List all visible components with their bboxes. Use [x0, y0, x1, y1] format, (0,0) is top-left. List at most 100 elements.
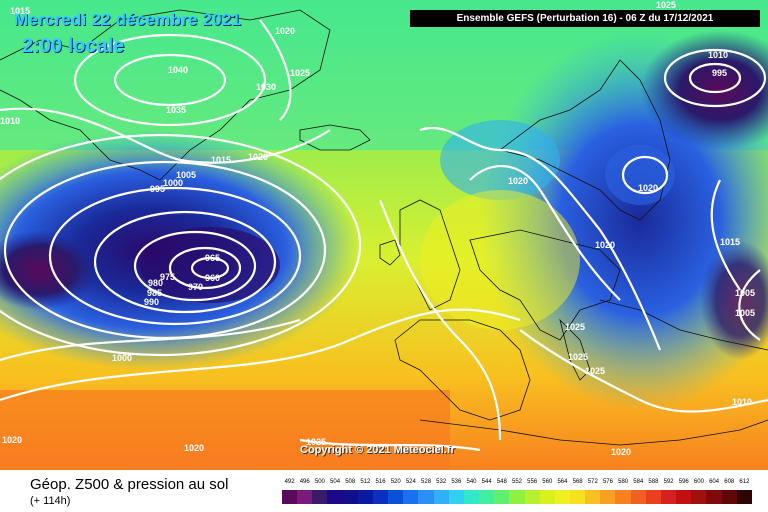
- isobar-label: 1025: [565, 322, 585, 332]
- color-scale-label: 528: [421, 479, 432, 485]
- color-scale-swatch: [418, 490, 434, 504]
- isobar-label: 1000: [163, 178, 183, 188]
- isobar-label: 1025: [585, 366, 605, 376]
- isobar-label: 980: [148, 278, 163, 288]
- color-scale-swatch: [388, 490, 404, 504]
- color-scale-swatch: [448, 490, 464, 504]
- isobar-label: 1010: [732, 397, 752, 407]
- color-scale-label: 496: [299, 479, 310, 485]
- color-scale-swatch: [524, 490, 540, 504]
- west-low-field: [0, 230, 100, 310]
- isobar-label: 1005: [176, 170, 196, 180]
- color-scale-label: 600: [693, 479, 704, 485]
- color-scale-label: 504: [330, 479, 341, 485]
- color-scale-label: 520: [390, 479, 401, 485]
- isobar-label: 1020: [2, 435, 22, 445]
- isobar-label: 1020: [611, 447, 631, 457]
- color-scale-swatch: [569, 490, 586, 504]
- color-scale-swatch: [585, 490, 601, 504]
- color-scale-label: 584: [633, 479, 644, 485]
- legend-title: Géop. Z500 & pression au sol: [30, 476, 229, 493]
- color-scale-swatch: [630, 490, 646, 504]
- color-scale-label: 536: [451, 479, 462, 485]
- color-scale-swatch: [342, 490, 358, 504]
- color-scale-swatch: [706, 490, 722, 504]
- color-scale-label: 532: [436, 479, 447, 485]
- isobar-label: 1010: [0, 116, 20, 126]
- color-scale-label: 580: [618, 479, 629, 485]
- isobar-label: 1015: [211, 155, 231, 165]
- isobar-label: 1015: [10, 6, 30, 16]
- color-scale-swatch: [327, 490, 343, 504]
- color-scale-label: 612: [739, 479, 750, 485]
- legend-panel: Géop. Z500 & pression au sol (+ 114h) 49…: [0, 470, 768, 512]
- color-scale-swatch: [357, 490, 373, 504]
- color-scale-label: 564: [557, 479, 568, 485]
- isobar-label: 1025: [306, 437, 326, 447]
- isobar-label: 965: [205, 253, 220, 263]
- color-scale-swatch: [660, 490, 677, 504]
- color-scale-swatch: [539, 490, 555, 504]
- isobar-label: 1035: [166, 105, 186, 115]
- isobar-label: 1020: [508, 176, 528, 186]
- color-scale-label: 548: [496, 479, 507, 485]
- isobar-label: 1025: [290, 68, 310, 78]
- color-scale-swatch: [312, 490, 328, 504]
- color-scale-swatch: [433, 490, 449, 504]
- isobar-label: 1020: [248, 152, 268, 162]
- color-scale-label: 568: [572, 479, 583, 485]
- color-scale-swatch: [463, 490, 480, 504]
- color-scale-swatch: [691, 490, 707, 504]
- copyright-text: Copyright © 2021 Meteociel.fr: [300, 444, 455, 456]
- isobar-labels: 1015 1010 1040 1035 1020 1025 1030 1005 …: [0, 0, 755, 457]
- isobar-label: 1030: [256, 82, 276, 92]
- color-scale-swatch: [479, 490, 495, 504]
- color-scale-swatch: [736, 490, 752, 504]
- color-scale-label: 572: [587, 479, 598, 485]
- color-scale-label: 576: [602, 479, 613, 485]
- isobar-label: 1015: [720, 237, 740, 247]
- map-date: Mercredi 22 décembre 2021: [14, 10, 242, 29]
- color-scale-label: 516: [375, 479, 386, 485]
- color-scale-bar: [282, 490, 752, 504]
- legend-subtitle: (+ 114h): [30, 495, 71, 507]
- color-scale-label: 592: [663, 479, 674, 485]
- isobar-label: 1010: [708, 50, 728, 60]
- color-scale-label: 560: [542, 479, 553, 485]
- isobar-label: 990: [144, 297, 159, 307]
- isobar-label: 960: [205, 273, 220, 283]
- isobar-label: 1020: [638, 183, 658, 193]
- color-scale-label: 512: [360, 479, 371, 485]
- isobar-lines: [0, 19, 768, 452]
- map-canvas: 1015 1010 1040 1035 1020 1025 1030 1005 …: [0, 0, 768, 470]
- color-scale-label: 500: [314, 479, 325, 485]
- color-scale-label: 556: [527, 479, 538, 485]
- color-scale-label: 588: [648, 479, 659, 485]
- isobar-label: 1020: [595, 240, 615, 250]
- isobar-label: 1040: [168, 65, 188, 75]
- isobar-label: 1025: [568, 352, 588, 362]
- isobar-label: 975: [160, 272, 175, 282]
- color-scale-labels: 492 496 500 504 508 512 516 520 524 528 532 536 540 5…: [282, 479, 752, 489]
- color-scale-swatch: [372, 490, 389, 504]
- color-scale-label: 524: [405, 479, 416, 485]
- color-scale-swatch: [403, 490, 419, 504]
- isobar-label: 1020: [275, 26, 295, 36]
- map-local-time: 2:00 locale: [22, 35, 125, 57]
- isobar-label: 1000: [112, 353, 132, 363]
- color-scale-swatch: [494, 490, 510, 504]
- isobar-label: 1020: [184, 443, 204, 453]
- isobar-label: 1005: [735, 288, 755, 298]
- color-scale-swatch: [676, 490, 692, 504]
- coastlines: [0, 9, 768, 446]
- color-scale-swatch: [600, 490, 616, 504]
- isobar-label: 995: [712, 68, 727, 78]
- color-scale-label: 540: [466, 479, 477, 485]
- color-scale-label: 608: [724, 479, 735, 485]
- color-scale-swatch: [645, 490, 661, 504]
- isobar-label: 1025: [656, 0, 676, 10]
- isobar-label: 995: [150, 184, 165, 194]
- weather-map: 1015 1010 1040 1035 1020 1025 1030 1005 …: [0, 0, 768, 470]
- color-scale-label: 544: [481, 479, 492, 485]
- isobar-label: 970: [188, 282, 203, 292]
